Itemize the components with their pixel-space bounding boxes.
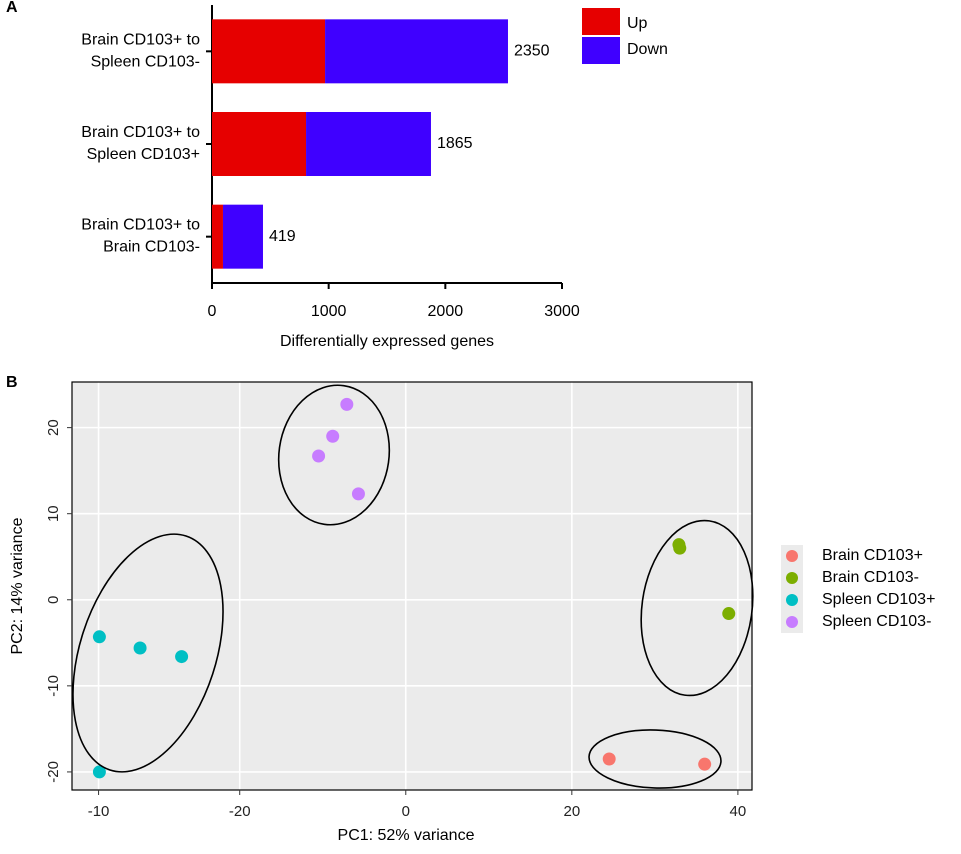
ellipse: [588, 729, 722, 789]
y-tick-label: Brain CD103+ to Brain CD103-: [81, 217, 200, 256]
legend-dot: [786, 616, 798, 628]
legend-dot: [786, 550, 798, 562]
y-tick-label: 10: [45, 505, 62, 522]
panel-label: B: [6, 374, 18, 391]
point: [722, 607, 736, 621]
x-tick-label: 20: [563, 803, 580, 820]
x-tick-label: -20: [229, 803, 251, 820]
ellipse: [72, 533, 224, 773]
total-label: 419: [269, 228, 296, 245]
point: [326, 429, 340, 443]
label-line: Brain CD103+ to: [81, 124, 200, 141]
legend-label: Up: [627, 15, 648, 32]
point: [92, 765, 106, 779]
bar-segment: [222, 204, 263, 269]
plot-background: [72, 382, 752, 790]
x-tick-label: -10: [88, 803, 110, 820]
y-tick-label: 0: [45, 596, 62, 604]
label-line: Brain CD103+ to: [81, 217, 200, 234]
total-label: 1865: [437, 135, 473, 152]
y-tick-label: Brain CD103+ to Spleen CD103-: [81, 32, 200, 71]
point: [133, 641, 147, 655]
bar-segment: [212, 204, 223, 269]
label-line: Spleen CD103+: [87, 146, 200, 163]
legend-swatch: [582, 37, 620, 64]
y-axis-label: PC2: 14% variance: [9, 517, 26, 654]
y-tick-label: -20: [45, 761, 62, 783]
legend-label: Brain CD103+: [822, 547, 923, 564]
legend-label: Spleen CD103+: [822, 591, 935, 608]
x-tick-label: 0: [402, 803, 410, 820]
bar-segment: [212, 19, 326, 84]
label-line: Brain CD103+ to: [81, 32, 200, 49]
bar-segment: [212, 112, 307, 176]
y-tick-label: -10: [45, 675, 62, 697]
point: [175, 650, 189, 664]
label-line: Spleen CD103-: [91, 54, 200, 71]
point: [698, 757, 712, 771]
legend-swatch: [582, 8, 620, 35]
plot-frame: [71, 381, 753, 791]
bar-segment: [325, 19, 508, 84]
legend-dot: [786, 594, 798, 606]
point: [92, 630, 106, 644]
point: [602, 752, 616, 766]
x-axis-label: Differentially expressed genes: [280, 333, 494, 350]
legend-label: Down: [627, 41, 668, 58]
x-tick-label: 3000: [544, 303, 580, 320]
bar-segment: [306, 112, 431, 176]
point: [351, 487, 365, 501]
legend-label: Spleen CD103-: [822, 613, 931, 630]
ellipse: [277, 384, 391, 526]
cluster-ellipses: [72, 384, 754, 789]
legend-dot: [786, 572, 798, 584]
x-axis-label: PC1: 52% variance: [338, 827, 475, 844]
x-tick-label: 40: [730, 803, 747, 820]
x-tick-label: 2000: [428, 303, 464, 320]
x-tick-label: 1000: [311, 303, 347, 320]
point: [340, 397, 354, 411]
panel-label: A: [6, 0, 18, 16]
x-tick-label: 0: [208, 303, 217, 320]
point: [673, 541, 687, 555]
point: [312, 449, 326, 463]
y-tick-label: 20: [45, 419, 62, 436]
y-tick-label: Brain CD103+ to Spleen CD103+: [81, 124, 200, 163]
label-line: Brain CD103-: [103, 239, 200, 256]
legend-label: Brain CD103-: [822, 569, 919, 586]
total-label: 2350: [514, 43, 550, 60]
